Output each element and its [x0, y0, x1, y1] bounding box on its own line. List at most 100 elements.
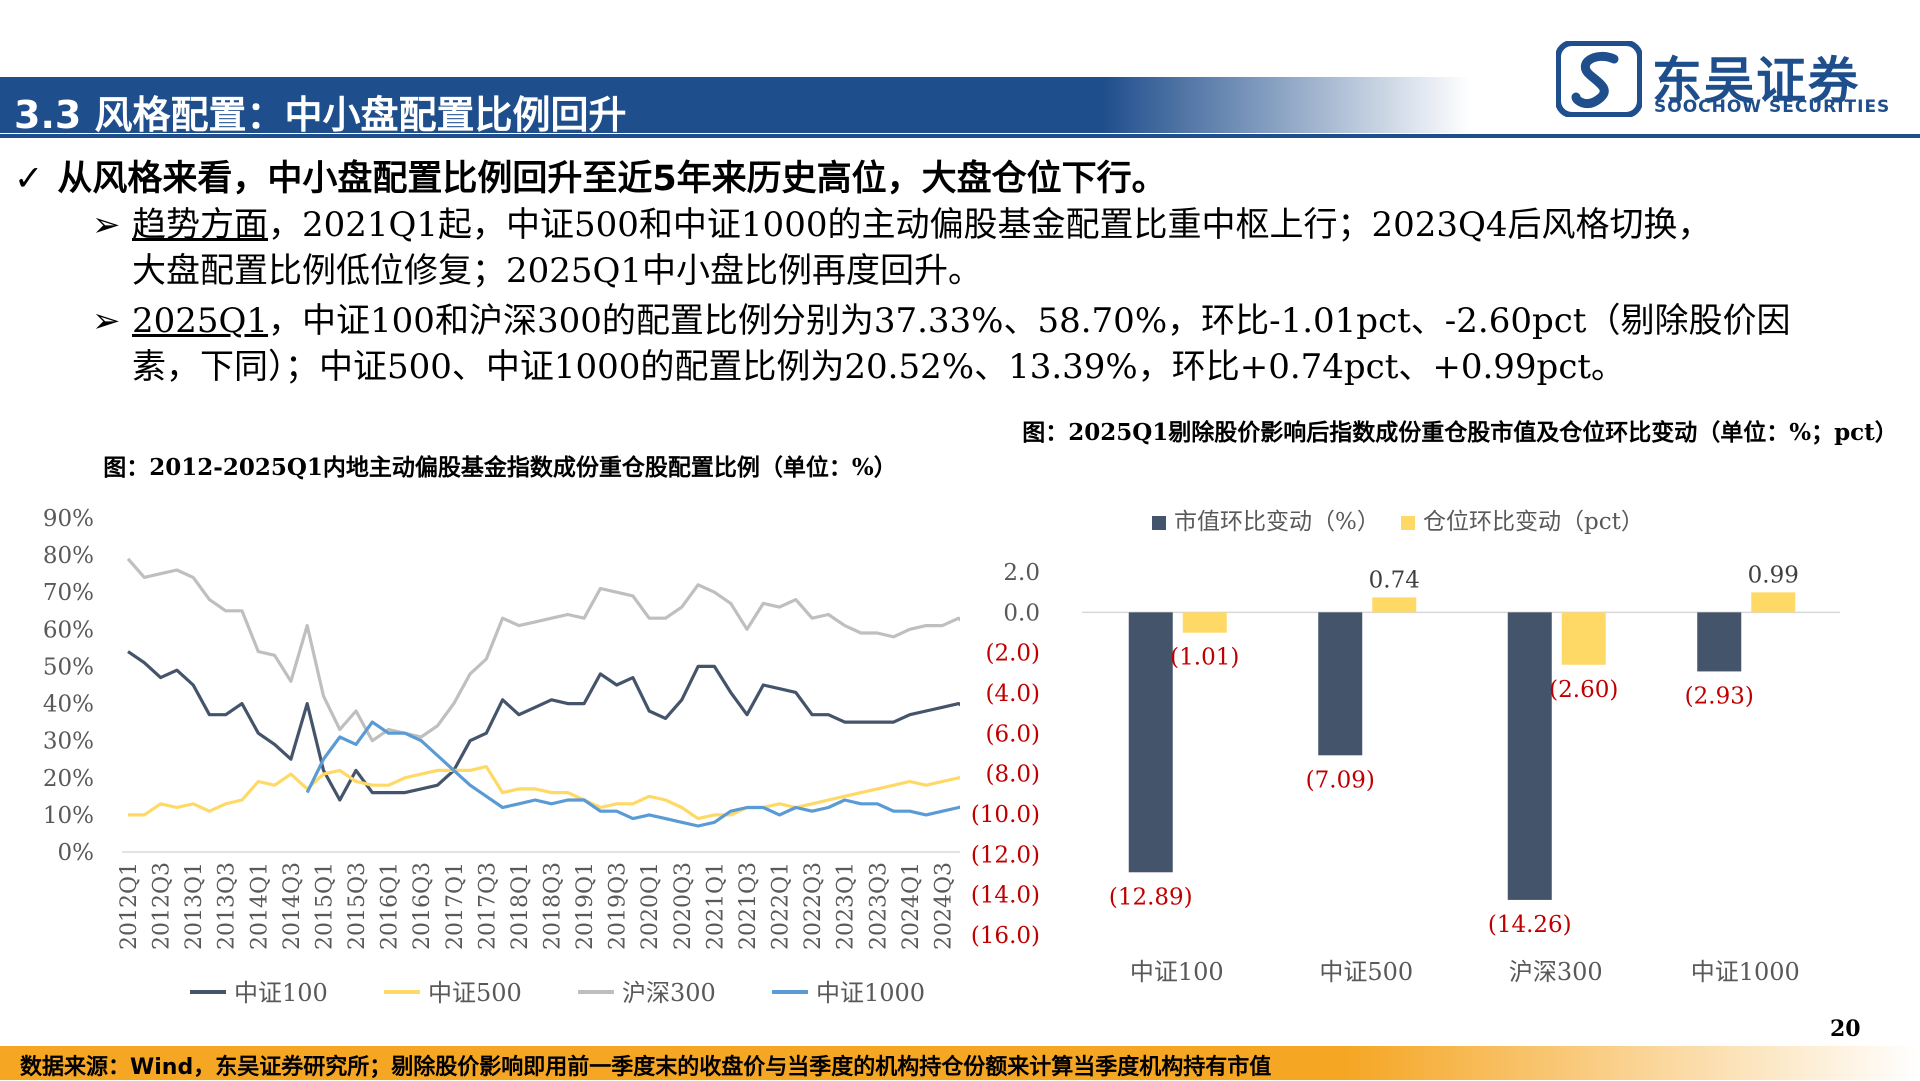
y-tick-label: (4.0) [985, 681, 1040, 707]
legend-label: 中证1000 [816, 979, 925, 1007]
legend-label: 中证500 [428, 979, 522, 1007]
x-tick-label: 2015Q1 [312, 862, 337, 950]
series-line [128, 765, 960, 821]
sub-bullet-trend-cont: 大盘配置比例低位修复；2025Q1中小盘比例再度回升。 [132, 248, 982, 294]
x-tick-label: 2018Q3 [541, 862, 566, 950]
line-chart-title: 图：2012-2025Q1内地主动偏股基金指数成份重仓股配置比例（单位：%） [103, 454, 897, 481]
x-tick-label: 2014Q1 [247, 862, 272, 950]
footer-bar [0, 1046, 1920, 1080]
x-tick-label: 2019Q3 [606, 862, 631, 950]
x-tick-label: 2012Q1 [117, 862, 142, 950]
bar [1182, 612, 1227, 633]
y-tick-label: (14.0) [971, 883, 1040, 909]
data-label: (12.89) [1109, 884, 1193, 910]
x-tick-label: 2015Q3 [345, 862, 370, 950]
page-title: 3.3 风格配置：中小盘配置比例回升 [14, 93, 627, 137]
x-tick-label: 中证100 [1130, 958, 1224, 986]
page-number: 20 [1830, 1016, 1861, 1042]
x-tick-label: 2024Q1 [899, 862, 924, 950]
data-label: (7.09) [1306, 767, 1375, 793]
sub-bullet-text: 素，下同）；中证500、中证1000的配置比例为20.52%、13.39%，环比… [132, 347, 1626, 387]
y-tick-label: 10% [43, 803, 94, 829]
y-tick-label: 50% [43, 654, 94, 680]
y-tick-label: (10.0) [971, 802, 1040, 828]
x-tick-label: 2024Q3 [931, 862, 956, 950]
x-tick-label: 2014Q3 [280, 862, 305, 950]
y-tick-label: 20% [43, 766, 94, 792]
x-tick-label: 2016Q1 [378, 862, 403, 950]
bar [1751, 592, 1796, 613]
y-tick-label: 30% [43, 729, 94, 755]
y-tick-label: (16.0) [971, 923, 1040, 949]
x-tick-label: 2013Q1 [182, 862, 207, 950]
main-bullet-text: 从风格来看，中小盘配置比例回升至近5年来历史高位，大盘仓位下行。 [57, 159, 1167, 199]
x-tick-label: 2023Q1 [834, 862, 859, 950]
arrow-icon: ➢ [92, 205, 121, 245]
data-label: 0.99 [1748, 562, 1799, 588]
main-bullet: ✓ 从风格来看，中小盘配置比例回升至近5年来历史高位，大盘仓位下行。 [14, 150, 1167, 201]
y-tick-label: (8.0) [985, 762, 1040, 788]
sub-bullet-trend: ➢ 趋势方面，2021Q1起，中证500和中证1000的主动偏股基金配置比重中枢… [92, 202, 1712, 248]
logo-text: 东吴证券 [1652, 52, 1860, 110]
bar-chart: 2.0 0.0 (2.0) (4.0) (6.0) (8.0) (10.0) (12.0) (1… [971, 509, 1840, 986]
legend-label: 市值环比变动（%） [1174, 509, 1380, 535]
y-tick-label: 60% [43, 617, 94, 643]
sub-bullet-text: ，中证100和沪深300的配置比例分别为37.33%、58.70%，环比-1.0… [268, 301, 1791, 341]
legend-label: 中证100 [234, 979, 328, 1007]
data-label: (2.60) [1549, 677, 1618, 703]
x-tick-label: 2020Q1 [638, 862, 663, 950]
header-divider [0, 134, 1920, 138]
sub-bullet-lead: 2025Q1 [132, 301, 269, 341]
x-tick-label: 2018Q1 [508, 862, 533, 950]
x-tick-label: 中证500 [1319, 958, 1413, 986]
x-tick-label: 2023Q3 [866, 862, 891, 950]
sub-bullet-2025q1: ➢ 2025Q1，中证100和沪深300的配置比例分别为37.33%、58.70… [92, 298, 1791, 344]
check-icon: ✓ [14, 159, 44, 199]
y-tick-label: 0.0 [1003, 600, 1040, 626]
data-label: 0.74 [1369, 567, 1420, 593]
line-chart: 90% 80% 70% 60% 50% 40% 30% 20% 10% 0% 2012Q1 2012Q… [43, 506, 960, 1007]
x-tick-label: 2020Q3 [671, 862, 696, 950]
soochow-logo-icon [1556, 41, 1642, 117]
series-line [305, 720, 960, 828]
sub-bullet-2025q1-cont: 素，下同）；中证500、中证1000的配置比例为20.52%、13.39%，环比… [132, 344, 1625, 390]
bar [1697, 612, 1742, 672]
logo: 东吴证券 SOOCHOW SECURITIES [1556, 41, 1916, 117]
y-tick-label: (6.0) [985, 721, 1040, 747]
title-bar [0, 77, 1470, 133]
y-tick-label: 80% [43, 543, 94, 569]
legend-label: 沪深300 [622, 979, 716, 1007]
y-tick-label: 90% [43, 506, 94, 532]
logo-subtext: SOOCHOW SECURITIES [1654, 97, 1891, 117]
x-tick-label: 2013Q3 [215, 862, 240, 950]
sub-bullet-text: 大盘配置比例低位修复；2025Q1中小盘比例再度回升。 [132, 251, 983, 291]
data-label: (2.93) [1685, 683, 1754, 709]
x-tick-label: 2017Q1 [443, 862, 468, 950]
bar [1318, 612, 1363, 756]
y-tick-label: 2.0 [1003, 560, 1040, 586]
x-tick-label: 2022Q3 [801, 862, 826, 950]
x-tick-label: 中证1000 [1691, 958, 1800, 986]
x-tick-label: 2012Q3 [150, 862, 175, 950]
bar [1128, 612, 1173, 873]
series-line [127, 650, 960, 802]
sub-bullet-text: ，2021Q1起，中证500和中证1000的主动偏股基金配置比重中枢上行；202… [268, 205, 1712, 245]
x-tick-label: 2017Q3 [475, 862, 500, 950]
legend-swatch [1152, 516, 1166, 530]
x-tick-label: 2019Q1 [573, 862, 598, 950]
y-tick-label: (2.0) [985, 641, 1040, 667]
bar [1561, 612, 1606, 665]
y-tick-label: 0% [58, 840, 95, 866]
data-label: (14.26) [1488, 912, 1572, 938]
y-tick-label: (12.0) [971, 842, 1040, 868]
arrow-icon: ➢ [92, 301, 121, 341]
x-tick-label: 2022Q1 [769, 862, 794, 950]
y-tick-label: 40% [43, 692, 94, 718]
x-tick-label: 2016Q3 [410, 862, 435, 950]
bar [1507, 612, 1552, 900]
data-label: (1.01) [1170, 645, 1239, 671]
series-line [126, 557, 960, 743]
footer-source: 数据来源：Wind，东吴证券研究所；剔除股价影响即用前一季度末的收盘价与当季度的… [20, 1055, 1272, 1080]
y-tick-label: 70% [43, 580, 94, 606]
bar [1372, 597, 1417, 613]
